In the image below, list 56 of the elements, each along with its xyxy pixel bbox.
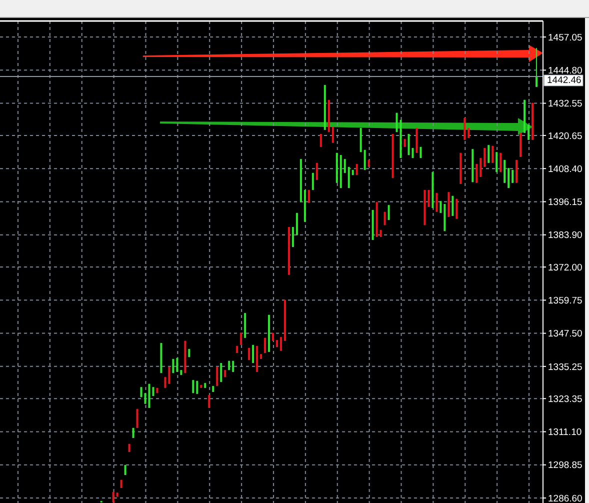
candlestick bbox=[316, 162, 318, 180]
y-tick-label: 1372.00 bbox=[548, 262, 582, 274]
candlestick bbox=[364, 149, 366, 170]
y-tick-label: 1286.60 bbox=[548, 493, 582, 503]
y-tick-label: 1420.65 bbox=[548, 130, 582, 142]
candlestick bbox=[508, 168, 510, 189]
candlestick bbox=[196, 380, 198, 394]
candlestick bbox=[528, 124, 530, 140]
candlestick bbox=[504, 159, 506, 184]
y-tick-label: 1383.90 bbox=[548, 230, 582, 242]
candlestick bbox=[512, 169, 514, 184]
candlestick bbox=[176, 357, 178, 372]
candlestick bbox=[436, 192, 438, 212]
candlestick bbox=[440, 200, 442, 214]
y-tick-label: 1408.40 bbox=[548, 164, 582, 175]
y-tick-label: 1323.35 bbox=[548, 394, 582, 405]
candlestick bbox=[488, 144, 490, 164]
y-tick-label: 1396.15 bbox=[548, 197, 582, 208]
candlestick bbox=[220, 362, 222, 382]
candlestick bbox=[168, 366, 170, 384]
candlestick bbox=[492, 145, 494, 164]
candlestick bbox=[456, 198, 458, 220]
y-tick-label: 1444.80 bbox=[548, 66, 582, 77]
candlestick bbox=[516, 159, 518, 184]
candlestick bbox=[292, 226, 294, 248]
candlestick bbox=[112, 492, 114, 503]
candlestick bbox=[320, 133, 322, 148]
candlestick bbox=[464, 118, 466, 140]
candlestick bbox=[496, 152, 498, 173]
candlestick bbox=[428, 189, 430, 208]
candlestick bbox=[136, 408, 138, 428]
y-tick-label: 1311.10 bbox=[548, 427, 582, 438]
candlestick bbox=[308, 189, 310, 204]
candlestick bbox=[208, 394, 210, 408]
candlestick bbox=[280, 336, 282, 352]
y-tick-label: 1335.25 bbox=[548, 362, 582, 373]
candlestick bbox=[480, 158, 482, 178]
candlestick bbox=[476, 163, 478, 184]
candlestick bbox=[388, 204, 390, 220]
candlestick bbox=[344, 158, 346, 174]
candlestick bbox=[452, 195, 454, 216]
candlestick bbox=[144, 392, 146, 404]
candlestick bbox=[536, 47, 538, 88]
candlestick bbox=[192, 380, 194, 394]
candlestick bbox=[312, 172, 314, 190]
y-tick-label: 1298.85 bbox=[548, 460, 582, 472]
y-tick-label: 1457.05 bbox=[548, 32, 582, 44]
y-tick-label: 1432.55 bbox=[548, 98, 582, 110]
candlestick bbox=[484, 148, 486, 168]
ref-line-label: 1442.46 bbox=[547, 74, 582, 86]
candlestick bbox=[240, 332, 242, 346]
candlestick bbox=[164, 376, 166, 388]
y-tick-label: 1347.50 bbox=[548, 328, 582, 340]
candlestick bbox=[332, 126, 334, 144]
y-tick-label: 1359.75 bbox=[548, 296, 582, 307]
candlestick bbox=[216, 366, 218, 387]
